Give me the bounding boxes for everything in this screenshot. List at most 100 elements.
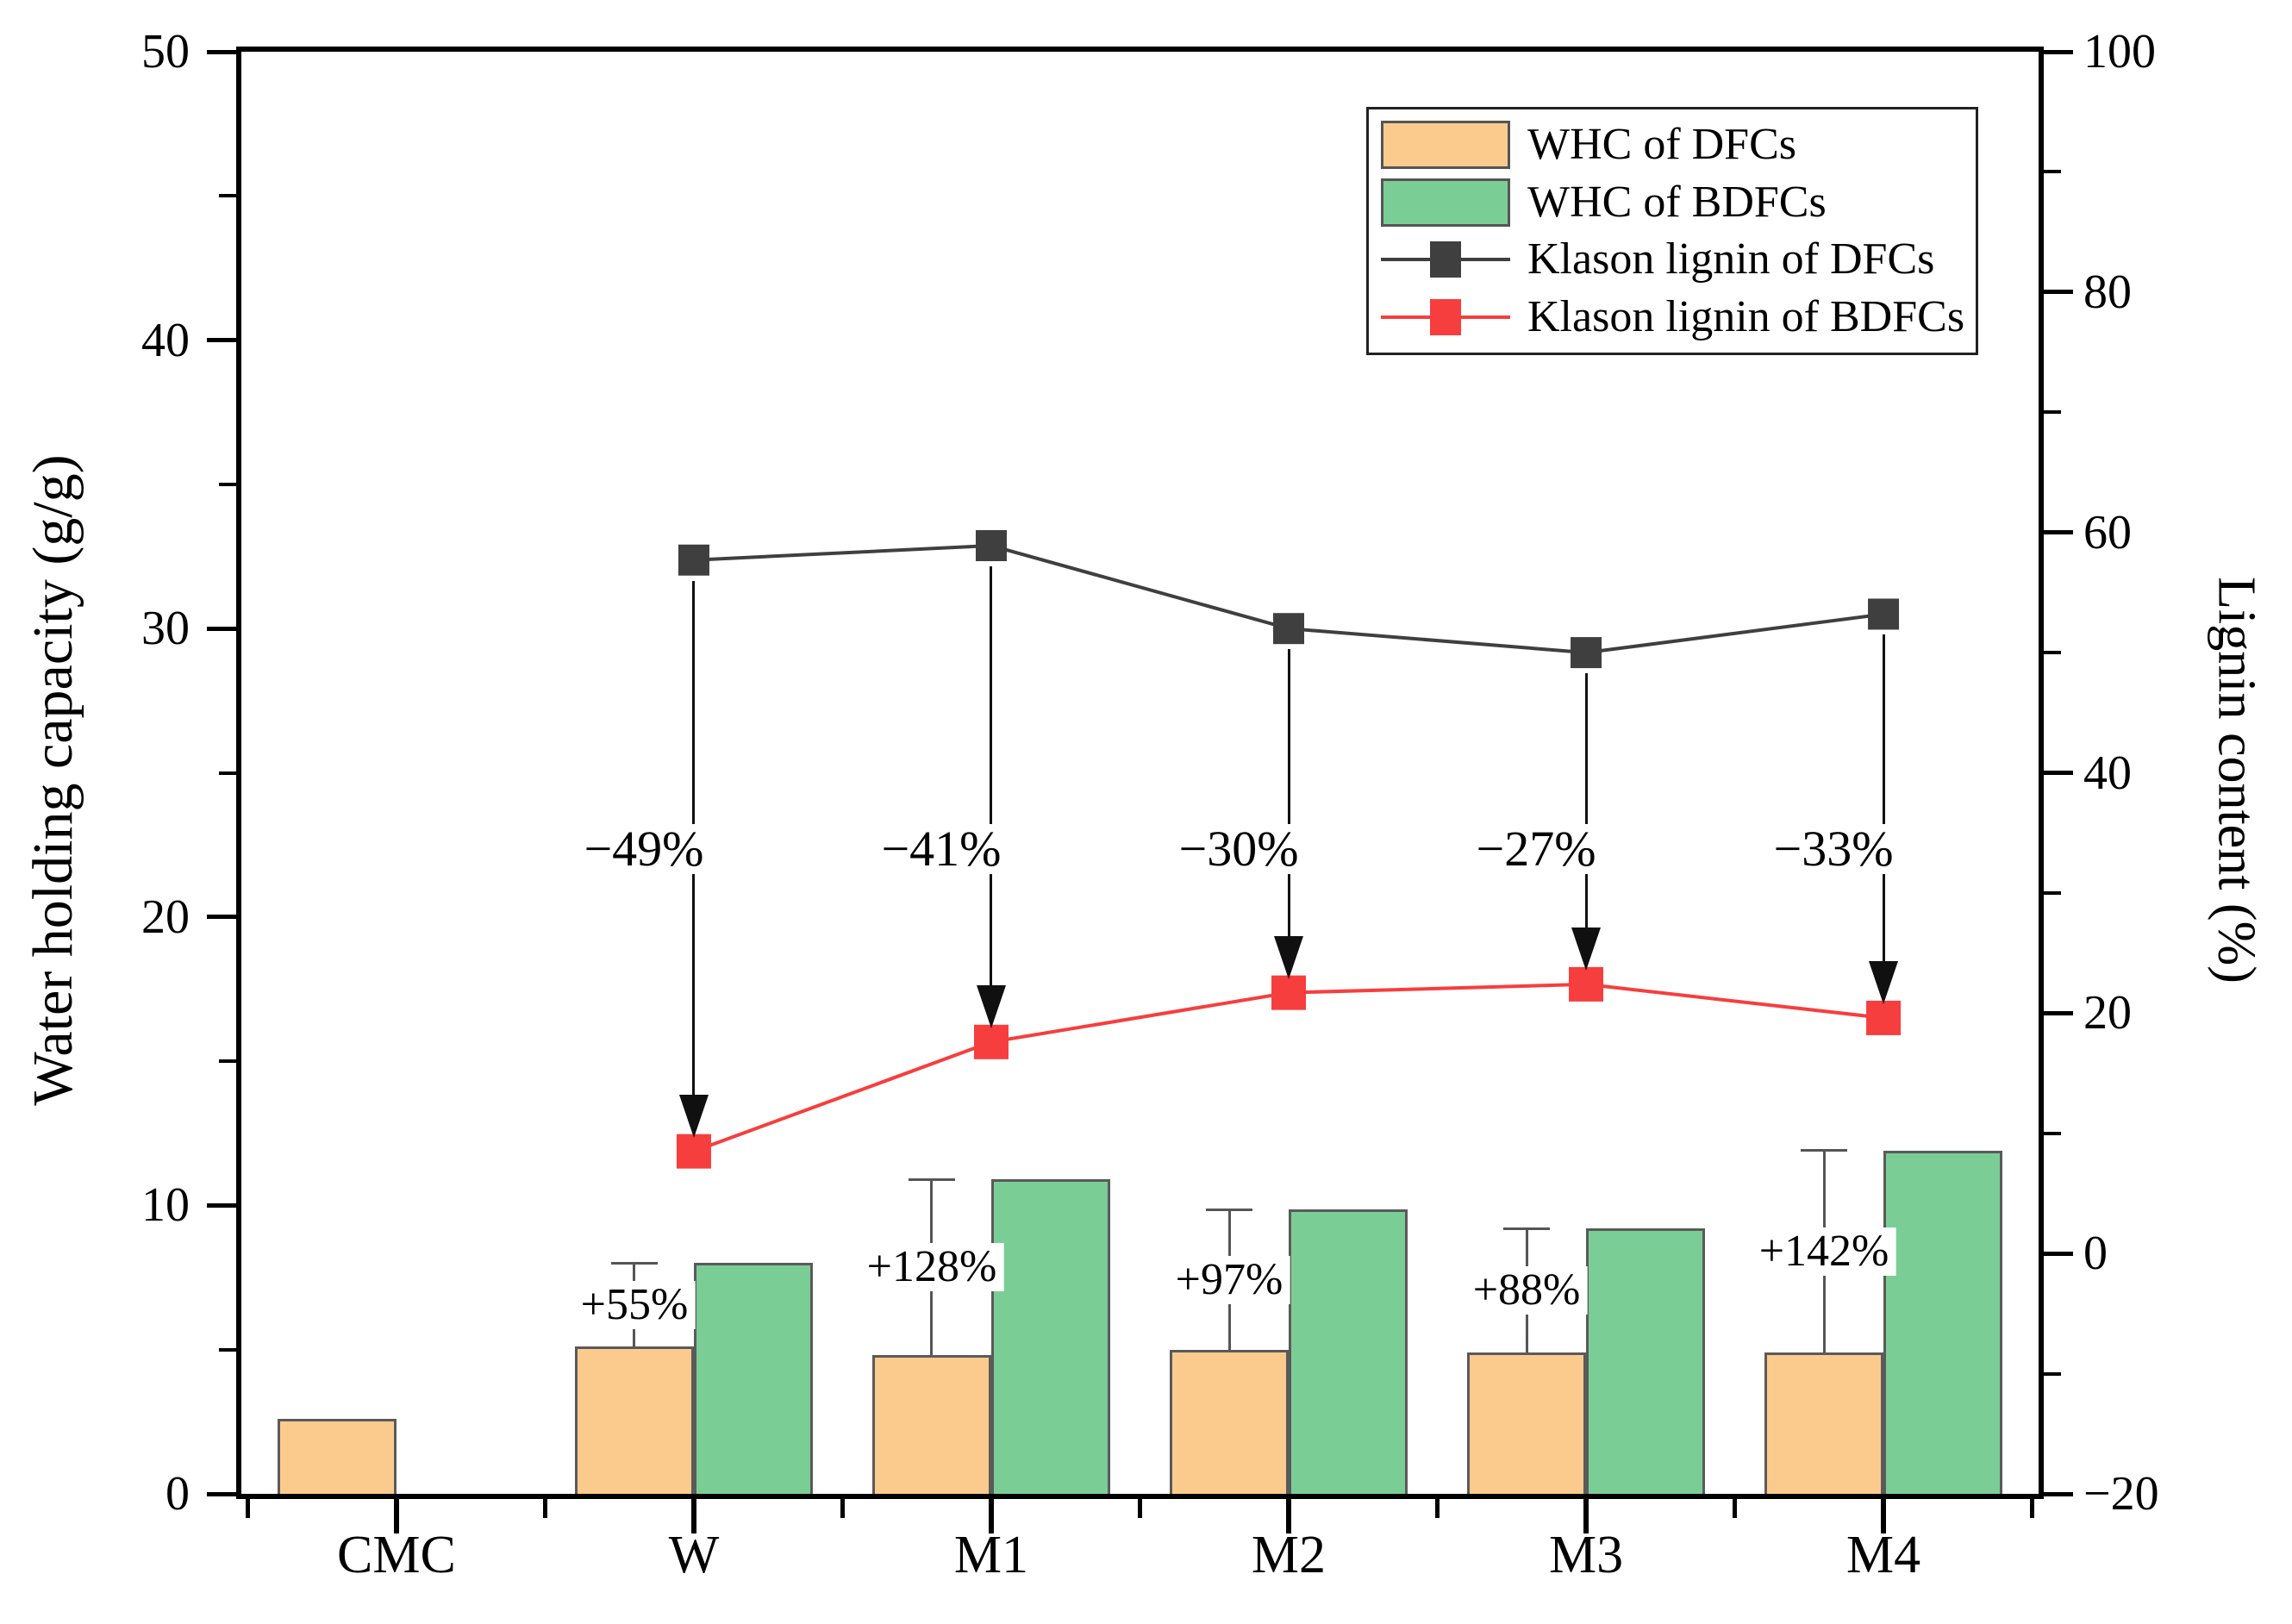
legend-label: Klason lignin of DFCs xyxy=(1527,234,1935,284)
bar-whc-dfc-M3 xyxy=(1467,1352,1587,1494)
right-major-tick xyxy=(2044,49,2073,54)
legend-item-0: WHC of DFCs xyxy=(1381,120,1976,170)
left-minor-tick xyxy=(219,1059,236,1064)
increase-label-W: +55% xyxy=(573,1280,696,1329)
legend-swatch-line-square xyxy=(1381,293,1510,341)
increase-label-M2: +97% xyxy=(1168,1255,1290,1304)
bottom-major-tick xyxy=(393,1499,399,1533)
legend-square-marker xyxy=(1430,241,1461,278)
legend-item-3: Klason lignin of BDFCs xyxy=(1381,293,1976,341)
right-major-tick xyxy=(2044,530,2073,535)
right-major-tick xyxy=(2044,771,2073,775)
bottom-major-tick xyxy=(988,1499,994,1533)
right-tick-label: 80 xyxy=(2083,265,2132,319)
right-tick-label: 60 xyxy=(2083,505,2132,559)
reduction-arrow-line-M1 xyxy=(990,566,993,987)
right-axis-title: Lignin content (%) xyxy=(2207,577,2266,984)
bottom-major-tick xyxy=(690,1499,696,1533)
right-major-tick xyxy=(2044,1491,2073,1496)
left-tick-label: 40 xyxy=(141,313,190,367)
right-tick-label: 100 xyxy=(2083,25,2156,78)
reduction-arrow-line-M4 xyxy=(1882,634,1885,963)
bottom-minor-tick xyxy=(1733,1499,1738,1518)
legend-square-marker xyxy=(1430,298,1461,335)
bottom-major-tick xyxy=(1286,1499,1291,1533)
right-major-tick xyxy=(2044,1010,2073,1015)
increase-label-M1: +128% xyxy=(859,1243,1004,1292)
legend-swatch-line-square xyxy=(1381,235,1510,284)
reduction-arrow-head-M3 xyxy=(1571,927,1602,971)
klason-bdfc-marker xyxy=(1866,1000,1902,1035)
right-tick-label: 40 xyxy=(2083,746,2132,800)
increase-label-M4: +142% xyxy=(1752,1227,1896,1276)
klason-dfc-marker xyxy=(1868,598,1900,630)
increase-cap-M1 xyxy=(908,1177,955,1181)
reduction-arrow-line-M2 xyxy=(1287,649,1290,938)
bar-whc-dfc-M1 xyxy=(871,1355,991,1494)
klason-bdfc-marker xyxy=(676,1134,711,1169)
klason-dfc-marker xyxy=(678,544,709,576)
x-tick-label-CMC: CMC xyxy=(337,1526,456,1584)
left-minor-tick xyxy=(219,482,236,486)
reduction-arrow-head-M2 xyxy=(1274,935,1303,979)
bar-whc-bdfc-M4 xyxy=(1883,1150,2003,1494)
bottom-minor-tick xyxy=(840,1499,845,1518)
right-tick-label: −20 xyxy=(2083,1467,2159,1521)
bottom-major-tick xyxy=(1583,1499,1589,1533)
reduction-label-M4: −33% xyxy=(1764,824,1902,874)
legend-item-2: Klason lignin of DFCs xyxy=(1381,235,1976,284)
left-minor-tick xyxy=(219,194,236,198)
increase-cap-M4 xyxy=(1801,1149,1848,1152)
reduction-arrow-head-W xyxy=(678,1094,709,1138)
right-tick-label: 0 xyxy=(2083,1227,2108,1281)
bottom-major-tick xyxy=(1881,1499,1887,1533)
klason-bdfc-marker xyxy=(973,1024,1009,1059)
bottom-minor-tick xyxy=(1138,1499,1142,1518)
legend-label: Klason lignin of BDFCs xyxy=(1527,291,1965,341)
klason-dfc-marker xyxy=(1273,613,1305,645)
bar-whc-bdfc-M2 xyxy=(1289,1209,1408,1494)
right-minor-tick xyxy=(2044,651,2061,655)
bar-whc-dfc-W xyxy=(574,1346,694,1494)
bottom-minor-tick xyxy=(1435,1499,1440,1518)
bar-whc-dfc-CMC xyxy=(277,1419,397,1494)
reduction-label-M3: −27% xyxy=(1467,824,1605,874)
bar-whc-bdfc-M3 xyxy=(1586,1228,1706,1494)
legend: WHC of DFCs WHC of BDFCs Klason lignin of … xyxy=(1366,107,1978,355)
reduction-arrow-head-M4 xyxy=(1869,960,1899,1004)
x-tick-label-M3: M3 xyxy=(1548,1526,1624,1584)
klason-bdfc-marker xyxy=(1271,975,1307,1010)
increase-cap-M2 xyxy=(1206,1208,1252,1211)
left-tick-label: 50 xyxy=(141,25,190,78)
right-minor-tick xyxy=(2044,410,2061,415)
left-major-tick xyxy=(207,915,236,920)
x-tick-label-W: W xyxy=(668,1526,720,1584)
legend-item-1: WHC of BDFCs xyxy=(1381,178,1976,227)
x-tick-label-M4: M4 xyxy=(1845,1526,1921,1584)
legend-label: WHC of DFCs xyxy=(1527,120,1797,170)
left-major-tick xyxy=(207,49,236,54)
increase-label-M3: +88% xyxy=(1465,1266,1588,1315)
bar-whc-bdfc-M1 xyxy=(990,1179,1110,1494)
reduction-label-M1: −41% xyxy=(872,824,1010,874)
left-minor-tick xyxy=(219,771,236,775)
left-major-tick xyxy=(207,1202,236,1208)
legend-swatch-rect xyxy=(1381,121,1510,170)
x-tick-label-M2: M2 xyxy=(1251,1526,1327,1584)
reduction-label-M2: −30% xyxy=(1170,824,1308,874)
klason-dfc-marker xyxy=(1571,637,1602,669)
right-minor-tick xyxy=(2044,1131,2061,1135)
x-tick-label-M1: M1 xyxy=(953,1526,1029,1584)
left-axis-title: Water holding capacity (g/g) xyxy=(22,454,84,1106)
right-minor-tick xyxy=(2044,1371,2061,1376)
bottom-minor-tick xyxy=(542,1499,547,1518)
bar-whc-dfc-M2 xyxy=(1170,1349,1289,1494)
left-tick-label: 10 xyxy=(141,1178,190,1233)
reduction-arrow-line-M3 xyxy=(1584,673,1588,929)
bottom-minor-tick xyxy=(245,1499,250,1518)
left-major-tick xyxy=(207,1491,236,1496)
bar-whc-dfc-M4 xyxy=(1764,1352,1884,1494)
right-minor-tick xyxy=(2044,170,2061,174)
bottom-minor-tick xyxy=(2030,1499,2035,1518)
right-major-tick xyxy=(2044,290,2073,295)
